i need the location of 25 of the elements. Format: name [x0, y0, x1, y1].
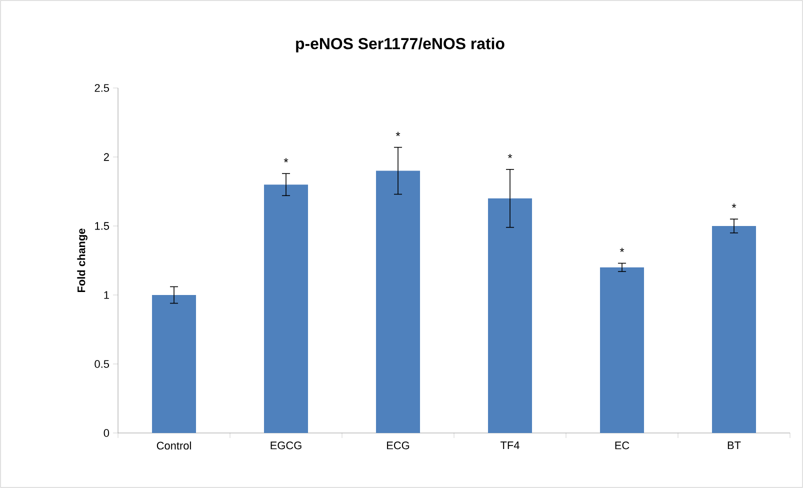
x-tick-label: TF4: [500, 442, 520, 450]
y-tick-label: 0: [104, 429, 110, 437]
x-tick-label: Control: [156, 442, 191, 450]
bar: [152, 294, 196, 433]
y-tick-label: 1: [104, 291, 109, 299]
bar: [376, 170, 420, 433]
x-tick-label: EGCG: [270, 442, 302, 450]
x-tick-label: BT: [728, 442, 741, 450]
bar: [600, 267, 644, 433]
annotation: *: [284, 158, 288, 162]
bar: [712, 226, 756, 433]
x-tick-label: ECG: [387, 442, 410, 450]
y-axis-title: Fold change: [77, 228, 88, 292]
annotation: *: [620, 248, 624, 252]
y-tick-label: 1.5: [95, 222, 110, 230]
annotation: *: [732, 204, 736, 208]
x-tick-label: EC: [615, 442, 630, 450]
chart-title: p-eNOS Ser1177/eNOS ratio: [296, 38, 504, 52]
bar: [264, 184, 308, 433]
y-tick-label: 2.5: [94, 84, 110, 92]
y-tick-label: 2: [104, 153, 109, 161]
annotation: *: [396, 132, 400, 136]
annotation: *: [508, 154, 512, 158]
y-tick-label: 0.5: [94, 360, 110, 368]
bar: [488, 198, 532, 433]
